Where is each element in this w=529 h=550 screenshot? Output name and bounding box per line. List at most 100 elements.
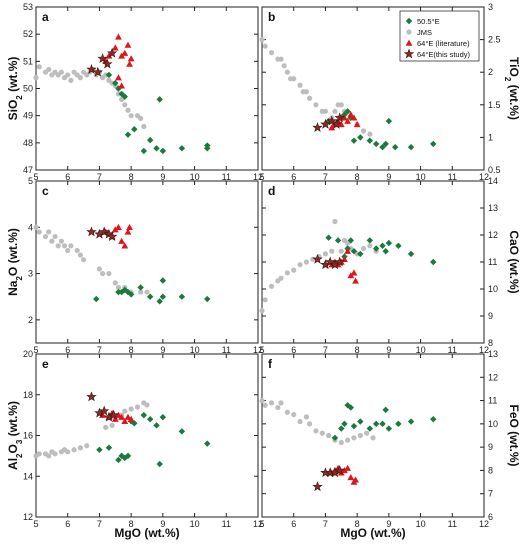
x-tick-label: 11 bbox=[448, 519, 457, 529]
data-point-site-50-5E bbox=[379, 420, 386, 428]
data-point-jms bbox=[262, 402, 268, 408]
x-tick-label: 7 bbox=[97, 172, 102, 182]
y-axis-title: Al2O3 (wt.%) bbox=[6, 401, 24, 470]
data-point-lit-64E bbox=[111, 44, 119, 51]
data-point-jms bbox=[275, 404, 281, 411]
data-point-jms bbox=[138, 289, 144, 295]
data-point-jms bbox=[68, 77, 74, 83]
data-point-this-study-64E bbox=[334, 112, 345, 123]
x-tick-label: 7 bbox=[97, 519, 102, 529]
data-point-site-50-5E bbox=[146, 293, 154, 300]
data-point-site-50-5E bbox=[331, 434, 339, 442]
data-point-site-50-5E bbox=[178, 428, 186, 435]
data-point-jms bbox=[144, 402, 150, 408]
data-point-jms bbox=[112, 280, 118, 286]
panel-frame bbox=[261, 6, 485, 171]
data-point-jms bbox=[329, 248, 335, 254]
x-tick-label: 11 bbox=[222, 519, 231, 529]
data-point-site-50-5E bbox=[407, 418, 415, 425]
data-point-site-50-5E bbox=[121, 93, 128, 100]
data-point-lit-64E bbox=[341, 467, 348, 474]
data-point-jms bbox=[297, 82, 303, 88]
y-tick-label: 10 bbox=[488, 419, 498, 429]
data-point-this-study-64E bbox=[312, 253, 323, 264]
y-axis-title: CaO (wt.%) bbox=[507, 230, 521, 293]
data-point-site-50-5E bbox=[385, 239, 393, 247]
y-tick-label: 6 bbox=[488, 512, 493, 522]
data-point-lit-64E bbox=[115, 74, 122, 81]
y-tick-label: 3 bbox=[488, 2, 493, 12]
data-point-jms bbox=[103, 424, 109, 430]
data-point-lit-64E bbox=[121, 242, 129, 249]
data-point-this-study-64E bbox=[106, 47, 118, 58]
x-tick-label: 12 bbox=[479, 519, 489, 529]
x-tick-label: 10 bbox=[416, 172, 426, 182]
data-point-site-50-5E bbox=[159, 277, 167, 284]
data-point-jms bbox=[33, 75, 39, 81]
data-point-lit-64E bbox=[111, 415, 119, 422]
panel-letter: b bbox=[268, 10, 275, 24]
data-point-this-study-64E bbox=[334, 464, 345, 475]
data-point-jms bbox=[55, 243, 61, 249]
data-point-site-50-5E bbox=[105, 71, 113, 79]
data-point-jms bbox=[52, 233, 58, 240]
data-point-site-50-5E bbox=[341, 420, 348, 428]
x-tick-label: 10 bbox=[416, 519, 426, 529]
data-point-jms bbox=[84, 443, 90, 449]
data-point-site-50-5E bbox=[118, 452, 125, 460]
y-tick-label: 1.5 bbox=[488, 100, 501, 110]
data-point-jms bbox=[68, 243, 74, 249]
legend: 50.5°E JMS 64°E (literature) 64°E(this stud… bbox=[399, 10, 480, 62]
y-tick-label: 2 bbox=[488, 67, 493, 77]
data-point-jms bbox=[46, 66, 52, 73]
data-point-site-50-5E bbox=[430, 258, 437, 266]
data-point-site-50-5E bbox=[325, 234, 332, 241]
data-point-jms bbox=[367, 131, 373, 137]
x-tick-label: 6 bbox=[291, 519, 296, 529]
data-point-lit-64E bbox=[344, 117, 352, 124]
y-axis-title: Na2O (wt.%) bbox=[6, 228, 24, 296]
panel-frame bbox=[261, 353, 485, 518]
y-tick-label: 18 bbox=[23, 390, 33, 400]
data-point-site-50-5E bbox=[112, 79, 119, 87]
x-tick-label: 8 bbox=[129, 519, 134, 529]
panel-frame bbox=[261, 180, 485, 344]
x-axis-title: MgO (wt.%) bbox=[340, 526, 405, 540]
data-point-site-50-5E bbox=[334, 237, 342, 244]
data-point-site-50-5E bbox=[382, 248, 389, 255]
y-tick-label: 10 bbox=[488, 284, 498, 294]
x-tick-label: 8 bbox=[355, 172, 360, 182]
y-tick-label: 14 bbox=[23, 471, 33, 481]
y-tick-label: 12 bbox=[23, 512, 33, 522]
data-point-site-50-5E bbox=[118, 288, 125, 296]
y-tick-label: 4 bbox=[28, 222, 33, 232]
data-point-jms bbox=[313, 102, 319, 108]
data-point-site-50-5E bbox=[347, 404, 354, 411]
data-point-jms bbox=[115, 284, 122, 291]
data-point-lit-64E bbox=[337, 120, 345, 128]
data-point-site-50-5E bbox=[156, 460, 163, 468]
data-point-jms bbox=[106, 270, 112, 277]
y-tick-label: 3 bbox=[28, 269, 33, 279]
data-point-site-50-5E bbox=[350, 248, 358, 255]
x-tick-label: 5 bbox=[259, 519, 264, 529]
y-tick-label: 9 bbox=[488, 311, 493, 321]
data-point-lit-64E bbox=[121, 49, 129, 56]
data-point-site-50-5E bbox=[385, 117, 393, 125]
data-point-site-50-5E bbox=[127, 291, 135, 298]
y-tick-label: 7 bbox=[488, 489, 493, 499]
data-point-jms bbox=[109, 422, 115, 428]
data-point-this-study-64E bbox=[108, 409, 119, 420]
data-point-jms bbox=[338, 439, 344, 446]
data-point-site-50-5E bbox=[96, 446, 103, 453]
data-point-site-50-5E bbox=[372, 245, 380, 252]
data-point-lit-64E bbox=[126, 223, 133, 231]
panel-letter: a bbox=[42, 10, 49, 24]
data-point-lit-64E bbox=[127, 55, 135, 62]
data-point-jms bbox=[36, 229, 42, 235]
data-point-jms bbox=[364, 430, 370, 436]
data-point-jms bbox=[367, 243, 373, 249]
x-tick-label: 9 bbox=[160, 345, 165, 355]
data-point-site-50-5E bbox=[140, 411, 148, 419]
